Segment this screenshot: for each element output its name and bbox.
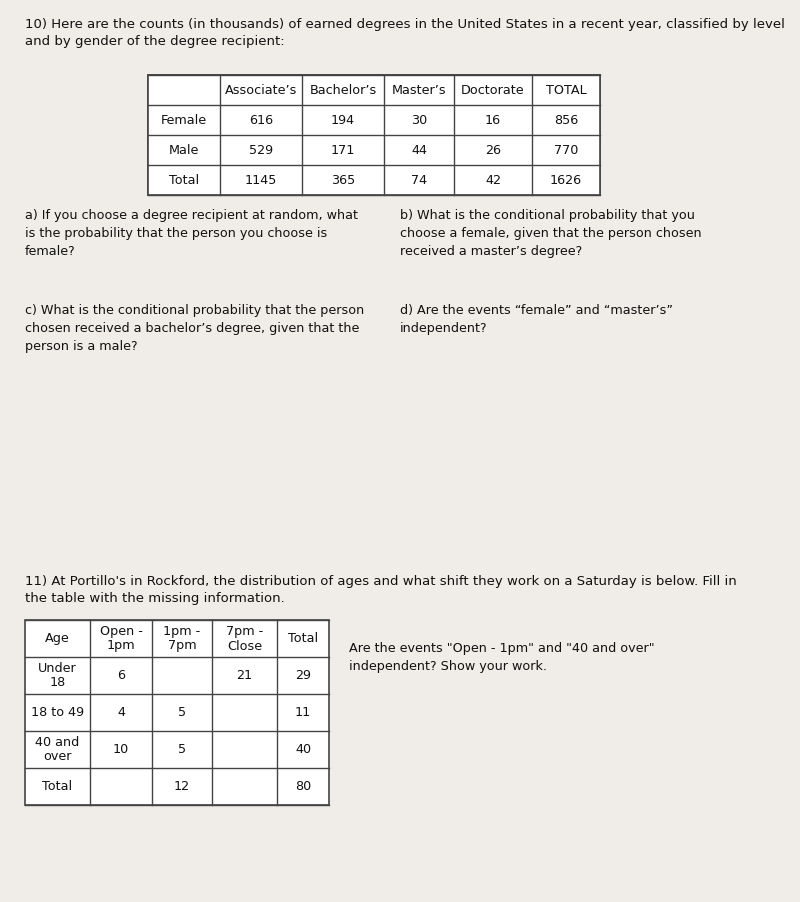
Text: Total: Total bbox=[288, 632, 318, 645]
Text: 365: 365 bbox=[331, 173, 355, 187]
Text: 10: 10 bbox=[113, 743, 129, 756]
Text: 529: 529 bbox=[249, 143, 273, 157]
Text: 11) At Portillo's in Rockford, the distribution of ages and what shift they work: 11) At Portillo's in Rockford, the distr… bbox=[25, 575, 737, 605]
Text: 80: 80 bbox=[295, 780, 311, 793]
Text: Open -
1pm: Open - 1pm bbox=[99, 624, 142, 652]
Text: 1626: 1626 bbox=[550, 173, 582, 187]
Text: Age: Age bbox=[45, 632, 70, 645]
Bar bbox=[148, 75, 600, 195]
Text: 18 to 49: 18 to 49 bbox=[31, 706, 84, 719]
Text: 6: 6 bbox=[117, 669, 125, 682]
Text: 5: 5 bbox=[178, 706, 186, 719]
Text: 44: 44 bbox=[411, 143, 427, 157]
Text: Doctorate: Doctorate bbox=[461, 84, 525, 97]
Bar bbox=[25, 620, 329, 805]
Text: 26: 26 bbox=[485, 143, 501, 157]
Text: 11: 11 bbox=[295, 706, 311, 719]
Text: 40: 40 bbox=[295, 743, 311, 756]
Text: 770: 770 bbox=[554, 143, 578, 157]
Text: Master’s: Master’s bbox=[392, 84, 446, 97]
Text: a) If you choose a degree recipient at random, what
is the probability that the : a) If you choose a degree recipient at r… bbox=[25, 209, 358, 258]
Text: d) Are the events “female” and “master’s”
independent?: d) Are the events “female” and “master’s… bbox=[400, 304, 673, 335]
Text: 194: 194 bbox=[331, 114, 355, 126]
Text: 21: 21 bbox=[237, 669, 253, 682]
Text: 30: 30 bbox=[411, 114, 427, 126]
Text: 1145: 1145 bbox=[245, 173, 277, 187]
Text: Associate’s: Associate’s bbox=[225, 84, 297, 97]
Text: 42: 42 bbox=[485, 173, 501, 187]
Text: Bachelor’s: Bachelor’s bbox=[310, 84, 377, 97]
Text: 74: 74 bbox=[411, 173, 427, 187]
Text: 616: 616 bbox=[249, 114, 273, 126]
Text: 7pm -
Close: 7pm - Close bbox=[226, 624, 263, 652]
Text: Female: Female bbox=[161, 114, 207, 126]
Text: 856: 856 bbox=[554, 114, 578, 126]
Text: Male: Male bbox=[169, 143, 199, 157]
Text: 1pm -
7pm: 1pm - 7pm bbox=[163, 624, 201, 652]
Text: 10) Here are the counts (in thousands) of earned degrees in the United States in: 10) Here are the counts (in thousands) o… bbox=[25, 18, 785, 48]
Text: 29: 29 bbox=[295, 669, 311, 682]
Text: TOTAL: TOTAL bbox=[546, 84, 586, 97]
Text: Are the events "Open - 1pm" and "40 and over"
independent? Show your work.: Are the events "Open - 1pm" and "40 and … bbox=[349, 642, 654, 673]
Text: Total: Total bbox=[42, 780, 73, 793]
Text: 4: 4 bbox=[117, 706, 125, 719]
Text: 16: 16 bbox=[485, 114, 501, 126]
Text: b) What is the conditional probability that you
choose a female, given that the : b) What is the conditional probability t… bbox=[400, 209, 702, 258]
Bar bbox=[148, 75, 600, 195]
Text: Under
18: Under 18 bbox=[38, 661, 77, 689]
Text: c) What is the conditional probability that the person
chosen received a bachelo: c) What is the conditional probability t… bbox=[25, 304, 364, 353]
Text: 40 and
over: 40 and over bbox=[35, 735, 80, 763]
Text: 12: 12 bbox=[174, 780, 190, 793]
Text: Total: Total bbox=[169, 173, 199, 187]
Text: 5: 5 bbox=[178, 743, 186, 756]
Text: 171: 171 bbox=[331, 143, 355, 157]
